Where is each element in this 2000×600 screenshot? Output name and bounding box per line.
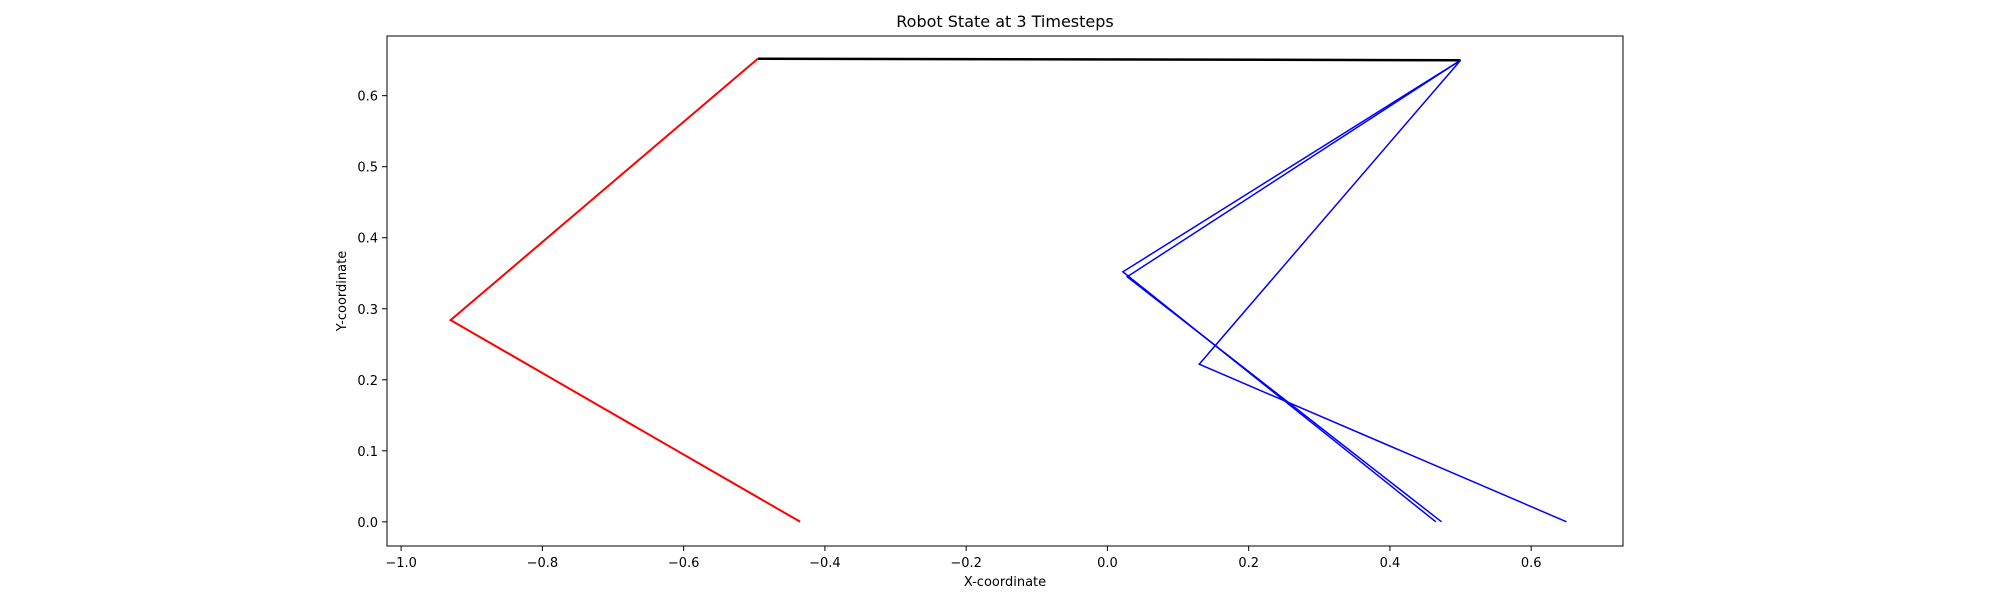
x-tick-label: −0.4 xyxy=(809,556,841,571)
x-axis-ticks: −1.0 −0.8 −0.6 −0.4 −0.2 0.0 0.2 0.4 0.6 xyxy=(385,546,1542,571)
plot-frame xyxy=(386,35,1624,547)
y-tick-label: 0.0 xyxy=(357,516,378,531)
x-tick-label: −0.8 xyxy=(527,556,559,571)
series-line-4 xyxy=(1125,59,1462,523)
y-tick-label: 0.4 xyxy=(357,232,378,247)
y-tick-label: 0.6 xyxy=(357,90,378,105)
x-tick-label: −0.2 xyxy=(950,556,982,571)
x-tick-label: 0.2 xyxy=(1238,556,1259,571)
series-line-3 xyxy=(1121,59,1461,523)
x-axis-label: X-coordinate xyxy=(964,575,1046,590)
series-line-5 xyxy=(1197,59,1567,523)
y-tick-label: 0.2 xyxy=(357,374,378,389)
series-line-2 xyxy=(757,57,1461,62)
x-tick-label: 0.4 xyxy=(1380,556,1401,571)
y-tick-label: 0.1 xyxy=(357,445,378,460)
series-line-1 xyxy=(448,57,801,523)
x-tick-label: −0.6 xyxy=(668,556,700,571)
y-axis-label: Y-coordinate xyxy=(335,251,350,332)
y-tick-label: 0.3 xyxy=(357,303,378,318)
y-tick-label: 0.5 xyxy=(357,161,378,176)
y-axis-ticks: 0.0 0.1 0.2 0.3 0.4 0.5 0.6 xyxy=(357,90,387,531)
x-tick-label: 0.0 xyxy=(1097,556,1118,571)
x-tick-label: −1.0 xyxy=(385,556,417,571)
chart-title: Robot State at 3 Timesteps xyxy=(896,12,1113,31)
series-layer xyxy=(448,57,1567,523)
x-tick-label: 0.6 xyxy=(1521,556,1542,571)
